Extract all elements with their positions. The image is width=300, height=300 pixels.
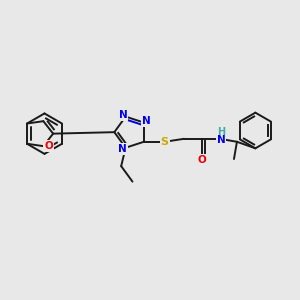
Text: H: H <box>217 127 225 137</box>
Text: N: N <box>217 135 226 145</box>
Text: N: N <box>119 110 128 120</box>
Text: N: N <box>142 116 151 126</box>
Text: O: O <box>44 141 53 151</box>
Text: O: O <box>197 155 206 165</box>
Text: S: S <box>161 137 169 147</box>
Text: N: N <box>118 144 127 154</box>
